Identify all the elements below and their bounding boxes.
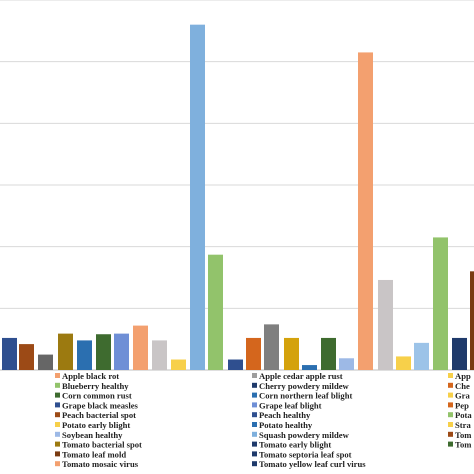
bar	[378, 279, 393, 370]
bar	[208, 254, 223, 370]
bar	[433, 237, 448, 370]
bar	[114, 333, 129, 370]
bar	[470, 271, 474, 370]
bar	[396, 356, 411, 370]
legend-swatch	[252, 392, 257, 398]
legend-label: Squash powdery mildew	[259, 430, 350, 440]
legend-label: Apple cedar apple rust	[259, 371, 343, 381]
bar	[302, 365, 317, 370]
legend-label: Tom	[455, 430, 472, 440]
legend-label: Tom	[455, 440, 472, 450]
legend-label: Stra	[455, 420, 471, 430]
bar	[321, 337, 336, 370]
legend-swatch	[448, 373, 453, 378]
legend-label: Apple black rot	[62, 371, 119, 381]
legend-swatch	[252, 382, 257, 388]
bars	[2, 24, 474, 371]
bar	[228, 359, 243, 370]
bar	[133, 325, 148, 370]
legend-label: Peach healthy	[259, 410, 311, 420]
legend-label: Gra	[455, 391, 470, 401]
legend-swatch	[55, 412, 60, 418]
bar	[246, 337, 261, 370]
legend-swatch	[252, 422, 257, 427]
legend-swatch	[55, 451, 60, 457]
legend-label: Tomato bacterial spot	[62, 440, 142, 450]
bar	[152, 340, 167, 370]
legend-label: App	[455, 371, 471, 381]
legend-swatch	[252, 461, 257, 467]
legend-label: Tomato early blight	[259, 440, 331, 450]
bar	[171, 359, 186, 370]
legend-label: Tomato mosaic virus	[62, 459, 139, 469]
legend-label: Tomato septoria leaf spot	[259, 449, 352, 459]
legend-swatch	[55, 373, 60, 378]
legend-swatch	[448, 402, 453, 408]
legend-swatch	[252, 402, 257, 408]
bar	[358, 52, 373, 371]
legend-label: Corn common rust	[62, 391, 132, 401]
legend-label: Peach bacterial spot	[62, 410, 136, 420]
bar	[190, 24, 205, 371]
bar	[452, 337, 467, 370]
bar	[77, 340, 92, 370]
legend-label: Potato healthy	[259, 420, 313, 430]
legend-swatch	[55, 392, 60, 398]
bar	[284, 337, 299, 370]
legend-label: Pota	[455, 410, 472, 420]
bar	[19, 344, 34, 370]
legend-label: Potato early blight	[62, 420, 130, 430]
bar	[414, 342, 429, 370]
legend-swatch	[448, 422, 453, 427]
legend-label: Che	[455, 381, 470, 391]
legend-label: Grape black measles	[62, 400, 139, 410]
legend-swatch	[252, 441, 257, 447]
legend-swatch	[252, 431, 257, 437]
legend-label: Grape leaf blight	[259, 400, 322, 410]
bar	[264, 324, 279, 370]
legend-swatch	[55, 422, 60, 427]
legend-swatch	[448, 382, 453, 388]
legend-swatch	[252, 451, 257, 457]
legend-label: Tomato yellow leaf curl virus	[259, 459, 366, 469]
legend-label: Soybean healthy	[62, 430, 123, 440]
legend-label: Pep	[455, 400, 469, 410]
legend-swatch	[448, 441, 453, 447]
legend-swatch	[55, 441, 60, 447]
legend-swatch	[55, 461, 60, 467]
bar	[2, 337, 17, 370]
legend-label: Blueberry healthy	[62, 381, 129, 391]
bar	[96, 334, 111, 370]
gridlines	[0, 0, 474, 371]
bar	[38, 354, 53, 370]
bar	[58, 333, 73, 370]
legend-label: Cherry powdery mildew	[259, 381, 350, 391]
legend-swatch	[448, 392, 453, 398]
legend-swatch	[55, 402, 60, 408]
legend-swatch	[252, 373, 257, 378]
legend-swatch	[252, 412, 257, 418]
legend-label: Tomato leaf mold	[62, 449, 126, 459]
legend-swatch	[448, 412, 453, 418]
legend-swatch	[448, 431, 453, 437]
legend-swatch	[55, 382, 60, 388]
legend-swatch	[55, 431, 60, 437]
legend-label: Corn northern leaf blight	[259, 391, 352, 401]
bar	[339, 358, 354, 370]
